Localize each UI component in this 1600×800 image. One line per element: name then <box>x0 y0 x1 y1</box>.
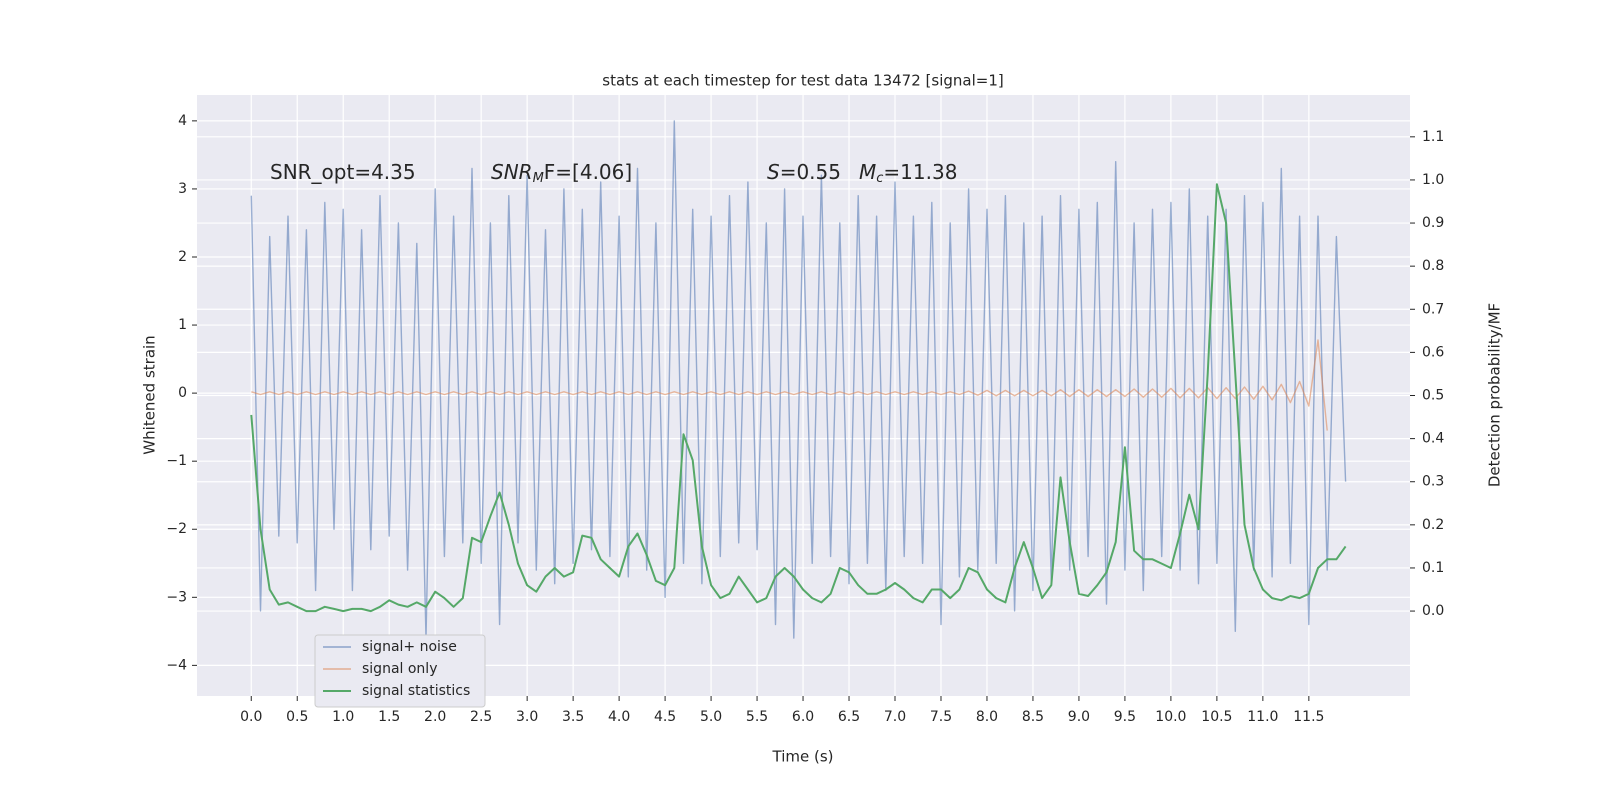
y2-tick-label: 0.8 <box>1422 258 1444 274</box>
annotation-part: F=[4.06] <box>544 160 632 184</box>
series-line <box>250 183 1347 613</box>
x-tick-label: 2.0 <box>424 709 446 725</box>
x-tick-label: 7.0 <box>884 709 906 725</box>
legend-label: signal only <box>362 661 437 677</box>
legend-label: signal+ noise <box>362 639 457 655</box>
x-tick-label: 10.0 <box>1155 709 1186 725</box>
x-tick-label: 1.5 <box>378 709 400 725</box>
annotation-part: SNR_opt=4.35 <box>270 160 416 184</box>
annotation-part: c <box>876 171 883 186</box>
y2-tick-label: 1.1 <box>1422 129 1444 145</box>
x-tick-label: 11.5 <box>1293 709 1324 725</box>
y2-tick-label: 0.6 <box>1422 344 1444 360</box>
x-tick-label: 8.5 <box>1022 709 1044 725</box>
x-tick-label: 3.0 <box>516 709 538 725</box>
y2-tick-label: 0.7 <box>1422 301 1444 317</box>
x-tick-label: 5.5 <box>746 709 768 725</box>
y-axis-label: Whitened strain <box>141 335 159 454</box>
y-tick-label: −3 <box>166 589 187 605</box>
y-tick-label: 2 <box>178 249 187 265</box>
x-tick-label: 8.0 <box>976 709 998 725</box>
y2-tick-label: 0.5 <box>1422 388 1444 404</box>
y-tick-label: 0 <box>178 385 187 401</box>
y2-tick-label: 0.3 <box>1422 474 1444 490</box>
annotation-part: S <box>767 160 780 184</box>
annotation-part: =0.55 <box>780 160 841 184</box>
legend-label: signal statistics <box>362 683 470 699</box>
y2-tick-label: 0.4 <box>1422 431 1444 447</box>
y2-tick-label: 1.0 <box>1422 172 1444 188</box>
x-tick-label: 7.5 <box>930 709 952 725</box>
y2-tick-label: 0.2 <box>1422 517 1444 533</box>
annotation: Mc=11.38 <box>859 160 957 186</box>
series-line <box>251 339 1328 431</box>
x-tick-label: 9.0 <box>1068 709 1090 725</box>
y-tick-label: 4 <box>178 113 187 129</box>
y-tick-label: −2 <box>166 521 187 537</box>
y-tick-label: −1 <box>166 453 187 469</box>
annotation: SNR_opt=4.35 <box>270 160 416 184</box>
x-tick-label: 0.0 <box>240 709 262 725</box>
x-tick-label: 10.5 <box>1201 709 1232 725</box>
x-tick-label: 9.5 <box>1114 709 1136 725</box>
x-tick-label: 4.0 <box>608 709 630 725</box>
x-tick-label: 6.0 <box>792 709 814 725</box>
y2-tick-label: 0.1 <box>1422 560 1444 576</box>
annotation-part: =11.38 <box>883 160 957 184</box>
legend-box <box>314 634 486 708</box>
series-line <box>250 120 1347 639</box>
annotation: SNRMF=[4.06] <box>491 160 632 186</box>
x-tick-label: 0.5 <box>286 709 308 725</box>
x-tick-label: 6.5 <box>838 709 860 725</box>
y-tick-label: 3 <box>178 181 187 197</box>
annotation: S=0.55 <box>767 160 841 184</box>
y-tick-label: 1 <box>178 317 187 333</box>
x-tick-label: 2.5 <box>470 709 492 725</box>
x-tick-label: 5.0 <box>700 709 722 725</box>
y2-axis-label: Detection probability/MF <box>1486 303 1504 487</box>
x-axis-label: Time (s) <box>772 748 834 766</box>
y2-tick-label: 0.9 <box>1422 215 1444 231</box>
annotation-part: M <box>533 171 544 186</box>
y2-tick-label: 0.0 <box>1422 603 1444 619</box>
x-tick-label: 1.0 <box>332 709 354 725</box>
x-tick-label: 3.5 <box>562 709 584 725</box>
annotation-part: SNR <box>491 160 533 184</box>
y-tick-label: −4 <box>166 657 187 673</box>
x-tick-label: 11.0 <box>1247 709 1278 725</box>
x-tick-label: 4.5 <box>654 709 676 725</box>
annotation-part: M <box>859 160 876 184</box>
chart-title: stats at each timestep for test data 134… <box>602 72 1003 90</box>
